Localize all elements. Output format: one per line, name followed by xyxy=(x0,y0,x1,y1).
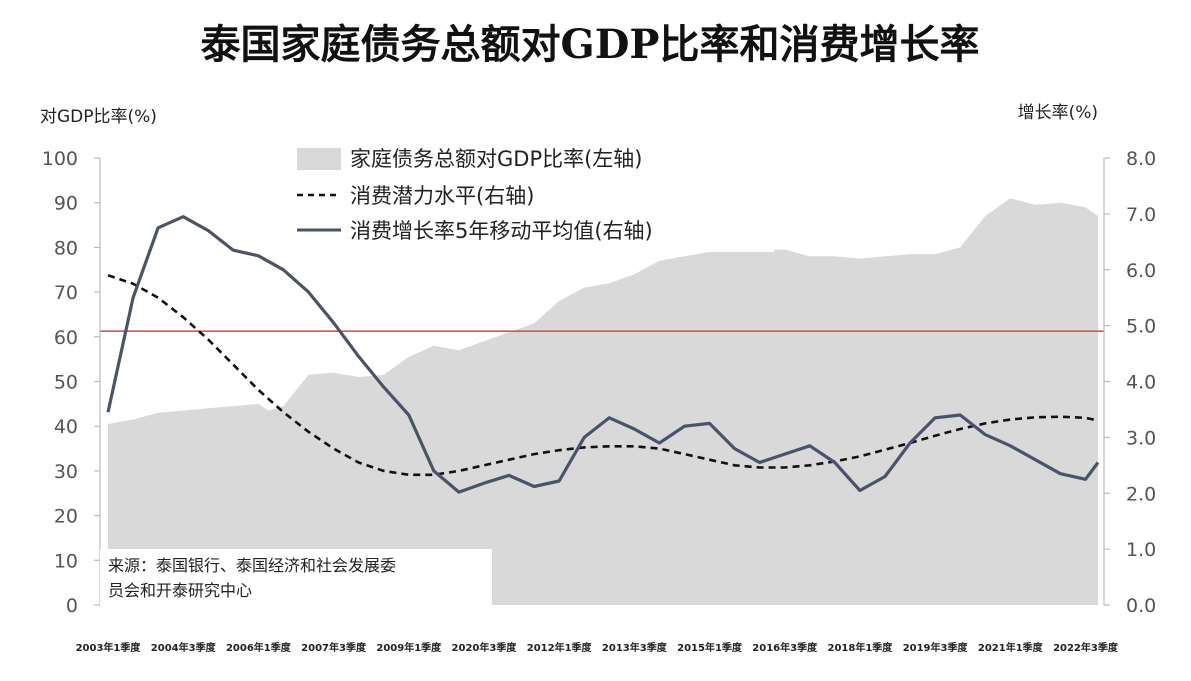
left-tick-label: 20 xyxy=(54,506,78,528)
left-tick-label: 10 xyxy=(54,550,78,572)
right-tick-label: 0.0 xyxy=(1126,595,1156,617)
x-tick-label: 2015年1季度 xyxy=(677,641,743,654)
left-tick-label: 40 xyxy=(54,416,78,438)
source-note-box xyxy=(100,549,492,609)
left-axis-title: 对GDP比率(%) xyxy=(40,107,157,127)
right-tick-label: 2.0 xyxy=(1126,483,1156,505)
right-tick-label: 4.0 xyxy=(1126,372,1156,394)
x-tick-label: 2019年3季度 xyxy=(903,641,969,654)
right-axis-title: 增长率(%) xyxy=(1018,103,1098,123)
source-note-line-2: 员会和开泰研究中心 xyxy=(108,581,252,600)
x-tick-label: 2016年3季度 xyxy=(752,641,818,654)
plot-area xyxy=(100,198,1104,605)
legend-background xyxy=(284,142,774,252)
x-tick-label: 2004年3季度 xyxy=(151,641,217,654)
left-tick-label: 80 xyxy=(54,237,78,259)
axes: 0 10 20 30 40 50 60 70 80 90 100 0.0 1.0 2.0 3.0 4.0 5.0… xyxy=(42,148,1156,654)
legend-label-potential: 消费潜力水平(右轴) xyxy=(350,184,534,208)
right-tick-label: 7.0 xyxy=(1126,204,1156,226)
x-tick-label: 2009年1季度 xyxy=(376,641,442,654)
right-tick-label: 5.0 xyxy=(1126,316,1156,338)
legend-swatch-debt-area xyxy=(297,148,341,170)
x-tick-label: 2018年1季度 xyxy=(828,641,894,654)
right-tick-label: 8.0 xyxy=(1126,148,1156,170)
source-note: 来源：泰国银行、泰国经济和社会发展委 员会和开泰研究中心 xyxy=(100,549,492,609)
x-tick-label: 2012年1季度 xyxy=(527,641,593,654)
x-tick-label: 2013年3季度 xyxy=(602,641,668,654)
left-tick-label: 90 xyxy=(54,193,78,215)
legend-label-debt: 家庭债务总额对GDP比率(左轴) xyxy=(350,147,643,171)
left-tick-label: 70 xyxy=(54,282,78,304)
left-tick-label: 60 xyxy=(54,327,78,349)
source-note-line-1: 来源：泰国银行、泰国经济和社会发展委 xyxy=(108,556,396,575)
x-tick-label: 2003年1季度 xyxy=(76,641,142,654)
consumption-potential-line xyxy=(107,274,1099,477)
consumption-growth-line xyxy=(106,215,1100,494)
left-tick-label: 100 xyxy=(42,148,78,170)
left-tick-label: 50 xyxy=(54,372,78,394)
debt-ratio-area xyxy=(108,198,1098,605)
right-tick-label: 3.0 xyxy=(1126,427,1156,449)
x-tick-label: 2021年1季度 xyxy=(978,641,1044,654)
left-tick-label: 0 xyxy=(66,595,78,617)
x-tick-label: 2020年3季度 xyxy=(452,641,518,654)
x-tick-label: 2022年3季度 xyxy=(1053,641,1119,654)
right-tick-label: 1.0 xyxy=(1126,539,1156,561)
right-tick-label: 6.0 xyxy=(1126,260,1156,282)
chart-title: 泰国家庭债务总额对GDP比率和消费增长率 xyxy=(201,21,980,68)
legend: 家庭债务总额对GDP比率(左轴) 消费潜力水平(右轴) 消费增长率5年移动平均值… xyxy=(284,142,774,252)
x-tick-label: 2007年3季度 xyxy=(301,641,367,654)
left-tick-label: 30 xyxy=(54,461,78,483)
x-tick-label: 2006年1季度 xyxy=(226,641,292,654)
legend-label-growth: 消费增长率5年移动平均值(右轴) xyxy=(350,219,653,243)
